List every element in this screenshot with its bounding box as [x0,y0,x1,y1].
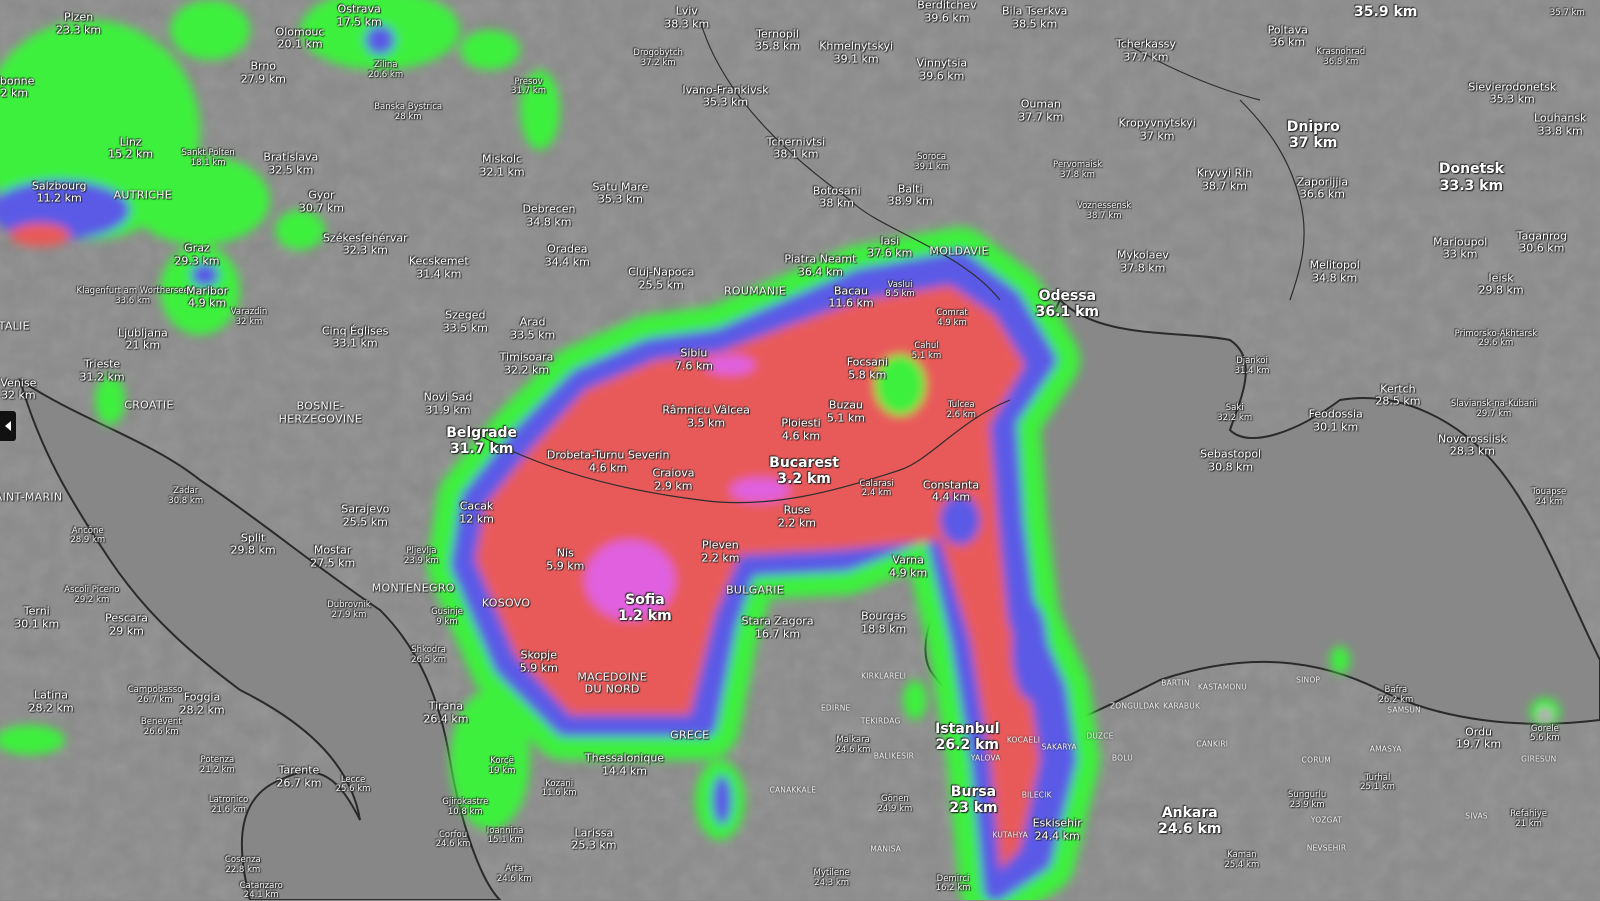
province-label-edirne: EDIRNE [820,703,851,713]
side-panel-toggle-button[interactable] [0,411,16,441]
country-label-bosnie-herzegovine: BOSNIE- HERZEGOVINE [278,399,363,426]
country-label-roumanie: ROUMANIE [723,284,787,298]
province-label-kirklareli: KIRKLARELI [861,671,907,680]
country-label-autriche: AUTRICHE [113,188,173,202]
country-label-bulgarie: BULGARIE [726,583,785,597]
province-label-duzce: DUZCE [1086,731,1114,741]
province-label-sakarya: SAKARYA [1041,742,1077,752]
province-label-sivas: SIVAS [1465,811,1488,821]
country-label-moldavie: MOLDAVIE [929,244,989,258]
country-label-kosovo: KOSOVO [481,596,531,610]
province-label-bolu: BOLU [1111,753,1133,763]
province-label-balikesir: BALIKESIR [873,751,915,761]
province-label-nevsehir: NEVSEHIR [1306,843,1347,853]
province-label-yozgat: YOZGAT [1310,815,1343,825]
province-label-sinop: SINOP [1296,675,1321,685]
province-label-bartin: BARTIN [1161,678,1190,688]
province-label-samsun: SAMSUN [1387,705,1421,715]
province-label-kastamonu: KASTAMONU [1197,682,1247,692]
province-label-kocaeli: KOCAELI [1006,735,1041,745]
province-label-tekirdag: TEKIRDAG [860,716,901,726]
province-label-canakkale: CANAKKALE [769,785,817,795]
country-label-croatie: CROATIE [124,398,174,412]
country-label-grece: GRECE [670,728,710,742]
visibility-overlay [0,0,1560,900]
country-label-macedoine-du-nord: MACEDOINE DU NORD [577,670,648,696]
province-label-kutahya: KUTAHYA [992,830,1028,840]
province-label-bilecik: BILECIK [1021,790,1052,800]
adriatic-coastline [18,377,502,900]
province-label-corum: CORUM [1301,755,1331,765]
province-label-karabuk: KARABUK [1163,701,1201,711]
chevron-left-icon [5,421,11,431]
country-label-montenegro: MONTENEGRO [371,581,455,595]
province-label-yalova: YALOVA [970,753,1001,763]
province-label-giresun: GIRESUN [1521,754,1557,764]
province-label-amasya: AMASYA [1369,744,1402,754]
province-label-cankiri: CANKIRI [1196,739,1229,749]
province-label-manisa: MANISA [870,844,902,854]
borders-and-rivers [469,19,1305,504]
country-label-talie: TALIE [0,319,30,333]
country-label-aint-marin: AINT-MARIN [0,490,63,504]
province-label-zonguldak: ZONGULDAK [1109,701,1160,711]
